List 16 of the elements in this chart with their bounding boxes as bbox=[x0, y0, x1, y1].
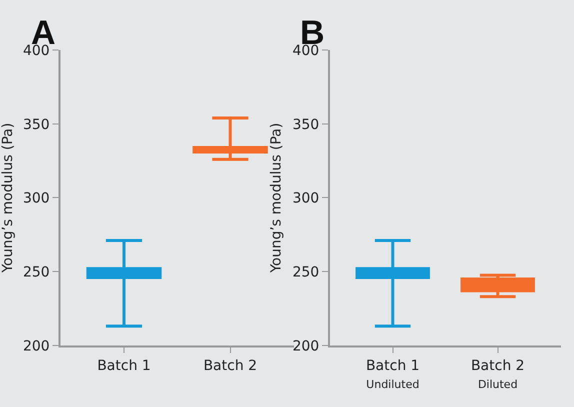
y-tick-label: 400 bbox=[292, 43, 320, 59]
y-tick-label: 200 bbox=[22, 338, 50, 354]
y-tick-label: 250 bbox=[22, 264, 50, 280]
y-tick-label: 250 bbox=[292, 264, 320, 280]
x-tick-label: Batch 2 Diluted bbox=[470, 358, 525, 392]
x-tick-label: Batch 2 bbox=[203, 358, 258, 374]
y-tick-label: 400 bbox=[22, 43, 50, 59]
y-axis-title: Young’s modulus (Pa) bbox=[0, 122, 16, 274]
x-tick-label: Batch 1 Undiluted bbox=[366, 358, 420, 392]
y-tick-label: 350 bbox=[22, 116, 50, 133]
y-tick-label: 350 bbox=[292, 116, 320, 133]
y-tick-label: 200 bbox=[292, 338, 320, 354]
y-tick-label: 300 bbox=[22, 190, 50, 207]
y-axis-title: Young’s modulus (Pa) bbox=[268, 122, 285, 274]
x-tick-label: Batch 1 bbox=[97, 358, 151, 374]
y-tick-label: 300 bbox=[292, 190, 320, 207]
